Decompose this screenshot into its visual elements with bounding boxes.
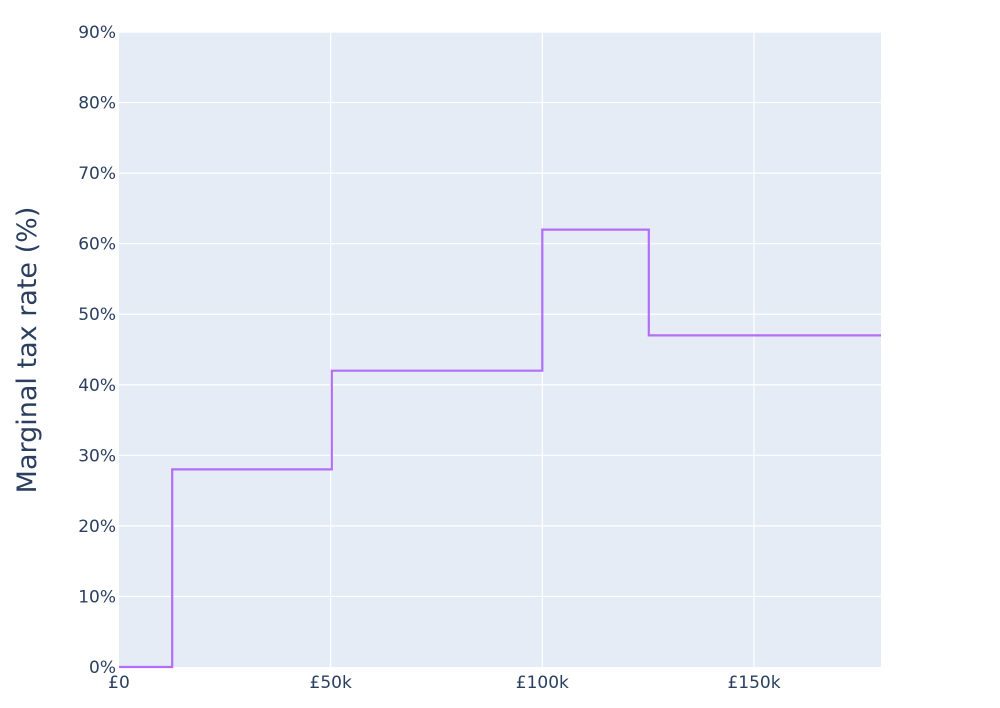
y-tick-label: 0% bbox=[89, 658, 116, 678]
y-tick-label: 10% bbox=[78, 587, 116, 607]
y-tick-label: 60% bbox=[78, 235, 116, 255]
x-tick-label: £100k bbox=[516, 673, 569, 693]
y-tick-label: 30% bbox=[78, 446, 116, 466]
y-tick-label: 50% bbox=[78, 305, 116, 325]
y-axis-title: Marginal tax rate (%) bbox=[12, 207, 43, 494]
x-tick-label: £150k bbox=[727, 673, 780, 693]
x-tick-labels: £0 £50k £100k £150k bbox=[108, 673, 781, 693]
series-line-0 bbox=[119, 228, 881, 669]
y-tick-label: 80% bbox=[78, 94, 116, 114]
y-tick-label: 90% bbox=[78, 23, 116, 43]
y-tick-labels: 0% 10% 20% 30% 40% 50% 60% 70% 80% 90% bbox=[78, 23, 116, 678]
x-tick-label: £0 bbox=[108, 673, 130, 693]
plot-background bbox=[119, 32, 881, 667]
series-layer bbox=[119, 228, 881, 669]
y-tick-label: 20% bbox=[78, 517, 116, 537]
y-tick-label: 70% bbox=[78, 164, 116, 184]
y-tick-label: 40% bbox=[78, 376, 116, 396]
x-tick-label: £50k bbox=[310, 673, 352, 693]
grid-lines bbox=[119, 31, 881, 667]
